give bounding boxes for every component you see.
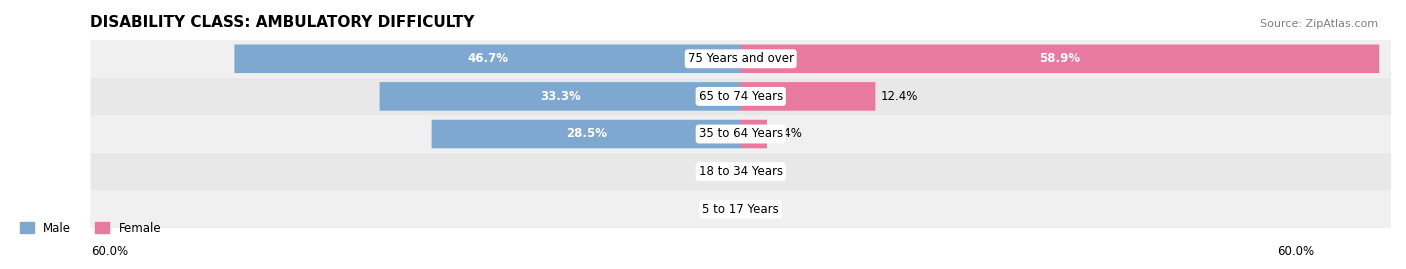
- Text: 46.7%: 46.7%: [467, 52, 508, 65]
- Text: 28.5%: 28.5%: [565, 128, 607, 140]
- Text: 75 Years and over: 75 Years and over: [688, 52, 794, 65]
- FancyBboxPatch shape: [90, 40, 1391, 77]
- Text: DISABILITY CLASS: AMBULATORY DIFFICULTY: DISABILITY CLASS: AMBULATORY DIFFICULTY: [90, 15, 475, 30]
- Legend: Male, Female: Male, Female: [15, 217, 166, 239]
- FancyBboxPatch shape: [90, 190, 1391, 228]
- FancyBboxPatch shape: [235, 44, 741, 73]
- FancyBboxPatch shape: [432, 120, 741, 148]
- Text: 35 to 64 Years: 35 to 64 Years: [699, 128, 783, 140]
- Text: 0.0%: 0.0%: [706, 203, 735, 216]
- FancyBboxPatch shape: [90, 115, 1391, 153]
- Text: Source: ZipAtlas.com: Source: ZipAtlas.com: [1260, 19, 1378, 29]
- Text: 12.4%: 12.4%: [880, 90, 918, 103]
- FancyBboxPatch shape: [741, 82, 876, 111]
- Text: 0.0%: 0.0%: [747, 165, 776, 178]
- Text: 33.3%: 33.3%: [540, 90, 581, 103]
- FancyBboxPatch shape: [380, 82, 741, 111]
- Text: 60.0%: 60.0%: [91, 245, 128, 258]
- FancyBboxPatch shape: [90, 77, 1391, 115]
- Text: 18 to 34 Years: 18 to 34 Years: [699, 165, 783, 178]
- Text: 65 to 74 Years: 65 to 74 Years: [699, 90, 783, 103]
- FancyBboxPatch shape: [741, 44, 1379, 73]
- FancyBboxPatch shape: [90, 153, 1391, 190]
- Text: 2.4%: 2.4%: [772, 128, 801, 140]
- Text: 0.0%: 0.0%: [747, 203, 776, 216]
- Text: 60.0%: 60.0%: [1278, 245, 1315, 258]
- FancyBboxPatch shape: [741, 120, 766, 148]
- Text: 5 to 17 Years: 5 to 17 Years: [703, 203, 779, 216]
- Text: 0.0%: 0.0%: [706, 165, 735, 178]
- Text: 58.9%: 58.9%: [1039, 52, 1080, 65]
